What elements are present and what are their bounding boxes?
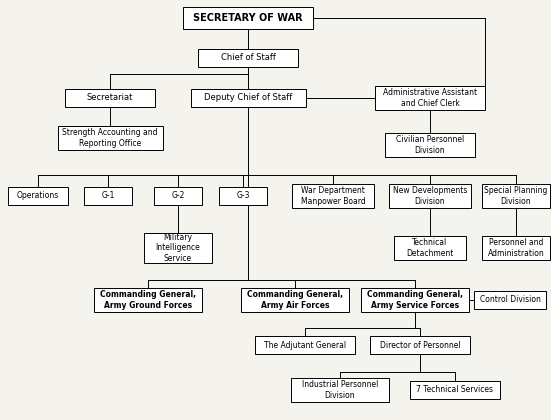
Text: G-3: G-3 <box>236 192 250 200</box>
FancyBboxPatch shape <box>65 89 155 107</box>
Text: Special Planning
Division: Special Planning Division <box>484 186 548 206</box>
FancyBboxPatch shape <box>375 86 485 110</box>
Text: Commanding General,
Army Air Forces: Commanding General, Army Air Forces <box>247 290 343 310</box>
Text: Operations: Operations <box>17 192 59 200</box>
FancyBboxPatch shape <box>144 233 212 263</box>
Text: Commanding General,
Army Ground Forces: Commanding General, Army Ground Forces <box>100 290 196 310</box>
Text: War Department
Manpower Board: War Department Manpower Board <box>301 186 365 206</box>
FancyBboxPatch shape <box>482 236 550 260</box>
FancyBboxPatch shape <box>219 187 267 205</box>
Text: Director of Personnel: Director of Personnel <box>380 341 460 349</box>
FancyBboxPatch shape <box>394 236 466 260</box>
Text: Military
Intelligence
Service: Military Intelligence Service <box>155 233 201 263</box>
FancyBboxPatch shape <box>241 288 349 312</box>
Text: Industrial Personnel
Division: Industrial Personnel Division <box>302 380 378 400</box>
FancyBboxPatch shape <box>8 187 68 205</box>
Text: Technical
Detachment: Technical Detachment <box>406 238 453 258</box>
Text: G-2: G-2 <box>171 192 185 200</box>
FancyBboxPatch shape <box>291 378 389 402</box>
Text: Control Division: Control Division <box>479 296 541 304</box>
FancyBboxPatch shape <box>385 133 475 157</box>
FancyBboxPatch shape <box>361 288 469 312</box>
Text: Administrative Assistant
and Chief Clerk: Administrative Assistant and Chief Clerk <box>383 88 477 108</box>
FancyBboxPatch shape <box>474 291 546 309</box>
FancyBboxPatch shape <box>482 184 550 208</box>
FancyBboxPatch shape <box>370 336 470 354</box>
Text: Civilian Personnel
Division: Civilian Personnel Division <box>396 135 464 155</box>
Text: Deputy Chief of Staff: Deputy Chief of Staff <box>204 94 292 102</box>
Text: 7 Technical Services: 7 Technical Services <box>417 386 494 394</box>
FancyBboxPatch shape <box>191 89 305 107</box>
FancyBboxPatch shape <box>57 126 163 150</box>
FancyBboxPatch shape <box>389 184 471 208</box>
FancyBboxPatch shape <box>198 49 298 67</box>
Text: Chief of Staff: Chief of Staff <box>220 53 276 63</box>
FancyBboxPatch shape <box>84 187 132 205</box>
FancyBboxPatch shape <box>183 7 313 29</box>
Text: New Developments
Division: New Developments Division <box>393 186 467 206</box>
Text: The Adjutant General: The Adjutant General <box>264 341 346 349</box>
Text: Strength Accounting and
Reporting Office: Strength Accounting and Reporting Office <box>62 128 158 148</box>
FancyBboxPatch shape <box>292 184 374 208</box>
FancyBboxPatch shape <box>410 381 500 399</box>
Text: Commanding General,
Army Service Forces: Commanding General, Army Service Forces <box>367 290 463 310</box>
FancyBboxPatch shape <box>255 336 355 354</box>
Text: Secretariat: Secretariat <box>87 94 133 102</box>
Text: G-1: G-1 <box>101 192 115 200</box>
FancyBboxPatch shape <box>94 288 202 312</box>
FancyBboxPatch shape <box>154 187 202 205</box>
Text: SECRETARY OF WAR: SECRETARY OF WAR <box>193 13 303 23</box>
Text: Personnel and
Administration: Personnel and Administration <box>488 238 544 258</box>
